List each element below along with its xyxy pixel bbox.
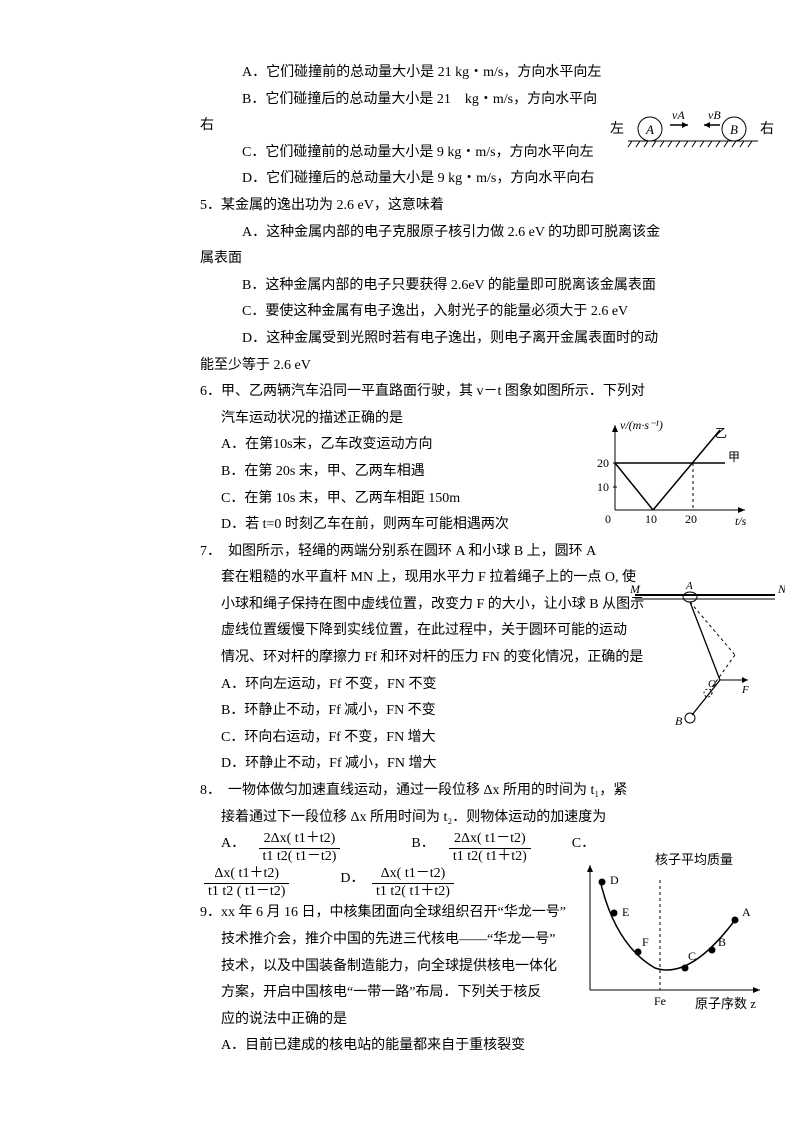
vt-yi-label: 乙: [715, 426, 727, 440]
q8-a-den: t1 t2( t1－t2): [259, 849, 341, 866]
rope-O: O: [708, 678, 716, 690]
be-Fe: Fe: [654, 994, 666, 1008]
q8-b-num: 2Δx( t1－t2): [449, 831, 531, 849]
q5-opt-d-1: D．这种金属受到光照时若有电子逸出，则电子离开金属表面时的动: [200, 326, 720, 353]
q4-opt-a: A．它们碰撞前的总动量大小是 21 kg・m/s，方向水平向左: [200, 60, 720, 87]
vt-origin: 0: [605, 512, 611, 526]
be-D: D: [610, 873, 619, 887]
rope-M: M: [630, 582, 641, 596]
be-xlabel: 原子序数 z: [695, 996, 756, 1011]
q8-c-num: Δx( t1＋t2): [204, 866, 289, 884]
vt-jia-label: 甲: [728, 450, 740, 464]
q8-c-den: t1 t2 ( t1－t2): [204, 884, 289, 901]
q8-b-frac: 2Δx( t1－t2) t1 t2( t1＋t2): [449, 831, 531, 866]
fig-collision: 左 A vA vB B 右: [610, 105, 790, 155]
be-ylabel: 核子平均质量: [655, 852, 733, 867]
q5-opt-d-2: 能至少等于 2.6 eV: [200, 353, 720, 380]
label-left: 左: [610, 121, 624, 137]
label-right: 右: [760, 121, 774, 137]
vt-ytick-10: 10: [597, 480, 609, 494]
q9-opt-a: A．目前已建成的核电站的能量都来自于重核裂变: [200, 1033, 720, 1060]
be-F: F: [642, 935, 649, 949]
rope-B: B: [675, 714, 683, 728]
q8-c-frac: Δx( t1＋t2) t1 t2 ( t1－t2): [204, 866, 289, 901]
vt-ylabel: v/(m·s⁻¹): [620, 418, 663, 432]
be-A: A: [742, 905, 751, 919]
physics-page: A．它们碰撞前的总动量大小是 21 kg・m/s，方向水平向左 B．它们碰撞后的…: [0, 0, 800, 1100]
fig-vt-chart: v/(m·s⁻¹) t/s 20 10 0 10 20 甲 乙: [585, 415, 755, 535]
vt-xtick-10: 10: [645, 512, 657, 526]
vt-ytick-20: 20: [597, 456, 609, 470]
q8-a-num: 2Δx( t1＋t2): [259, 831, 341, 849]
q5-opt-a-1: A．这种金属内部的电子克服原子核引力做 2.6 eV 的功即可脱离该金: [200, 220, 720, 247]
q5-opt-c: C．要使这种金属有电子逸出，入射光子的能量必须大于 2.6 eV: [200, 299, 720, 326]
rope-N: N: [777, 582, 785, 596]
q8-d-frac: Δx( t1－t2) t1 t2( t1＋t2): [372, 866, 454, 901]
q6-stem-1: 6．甲、乙两辆汽车沿同一平直路面行驶，其 v－t 图象如图所示．下列对: [200, 379, 720, 406]
vb-label: vB: [708, 108, 721, 122]
ball-a-label: A: [645, 122, 654, 137]
fig-binding-energy: 核子平均质量 原子序数 z D E F C B A Fe: [560, 850, 770, 1020]
q8-d-label: D．: [340, 866, 364, 893]
q5-opt-a-2: 属表面: [200, 246, 720, 273]
vt-xlabel: t/s: [735, 514, 747, 528]
q8-a-frac: 2Δx( t1＋t2) t1 t2( t1－t2): [259, 831, 341, 866]
rope-A: A: [685, 580, 693, 592]
va-label: vA: [672, 108, 685, 122]
q8-b-label: B．: [411, 831, 441, 858]
q8-d-den: t1 t2( t1＋t2): [372, 884, 454, 901]
fig-rope: M N A B O F: [630, 575, 785, 730]
q5-stem: 5．某金属的逸出功为 2.6 eV，这意味着: [200, 193, 720, 220]
vt-xtick-20: 20: [685, 512, 697, 526]
q5-opt-b: B．这种金属内部的电子只要获得 2.6eV 的能量即可脱离该金属表面: [200, 273, 720, 300]
be-E: E: [622, 905, 629, 919]
q7-opt-d: D．环静止不动，Ff 减小，FN 增大: [200, 751, 720, 778]
q7-l1: 7． 如图所示，轻绳的两端分别系在圆环 A 和小球 B 上，圆环 A: [200, 539, 720, 566]
rope-F: F: [741, 684, 749, 696]
q8-a-label: A．: [221, 831, 251, 858]
q8-b-den: t1 t2( t1＋t2): [449, 849, 531, 866]
q8-d-num: Δx( t1－t2): [372, 866, 454, 884]
q8-l2: 接着通过下一段位移 Δx 所用时间为 t₂．则物体运动的加速度为: [200, 805, 720, 832]
be-C: C: [688, 949, 696, 963]
q4-opt-d: D．它们碰撞后的总动量大小是 9 kg・m/s，方向水平向右: [200, 166, 720, 193]
q8-l1: 8． 一物体做匀加速直线运动，通过一段位移 Δx 所用的时间为 t₁，紧: [200, 778, 720, 805]
be-B: B: [718, 935, 726, 949]
ball-b-label: B: [730, 122, 738, 137]
